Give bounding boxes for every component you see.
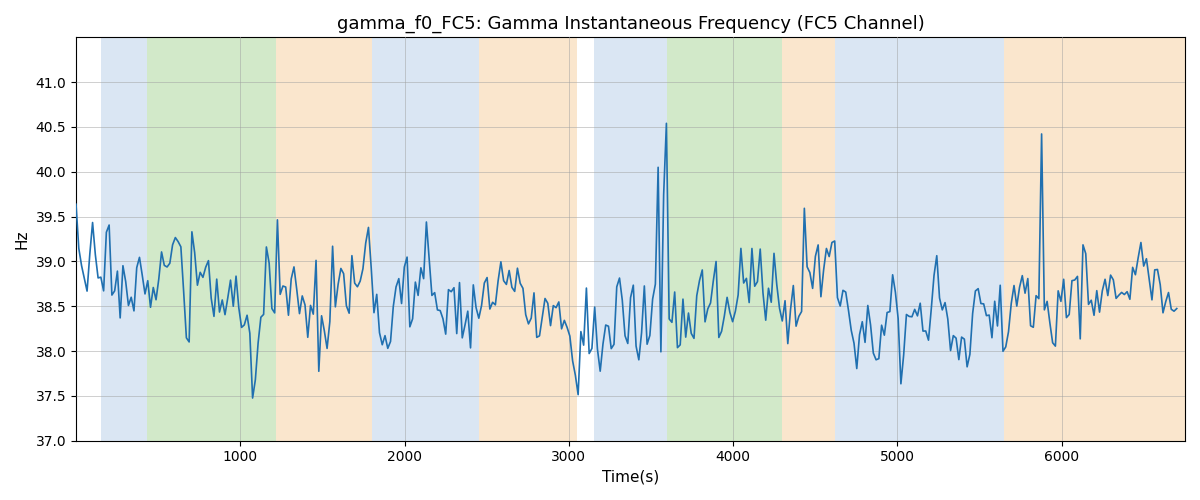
Bar [594,38,667,440]
Bar [479,38,577,440]
Bar [667,38,782,440]
Bar [372,38,479,440]
Bar [146,38,276,440]
Bar [276,38,372,440]
Bar [101,38,146,440]
X-axis label: Time(s): Time(s) [602,470,659,485]
Title: gamma_f0_FC5: Gamma Instantaneous Frequency (FC5 Channel): gamma_f0_FC5: Gamma Instantaneous Freque… [337,15,924,34]
Bar [835,38,1004,440]
Y-axis label: Hz: Hz [14,230,30,249]
Bar [1004,38,1186,440]
Bar [782,38,835,440]
